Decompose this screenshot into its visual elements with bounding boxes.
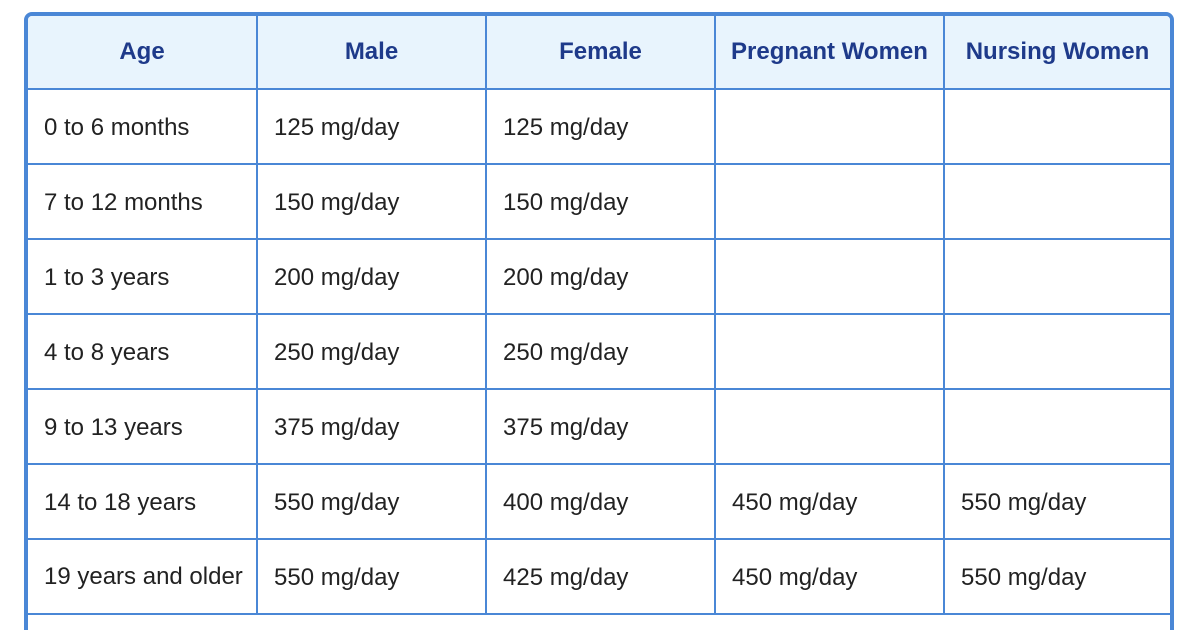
cell-male: 550 mg/day xyxy=(256,463,487,540)
cell-female: 425 mg/day xyxy=(485,538,716,615)
table-row: 0 to 6 months 125 mg/day 125 mg/day xyxy=(28,88,1170,165)
cell-nursing xyxy=(943,238,1170,315)
cell-male: 125 mg/day xyxy=(256,88,487,165)
cell-male: 150 mg/day xyxy=(256,163,487,240)
cell-female: 200 mg/day xyxy=(485,238,716,315)
table-row: 1 to 3 years 200 mg/day 200 mg/day xyxy=(28,238,1170,315)
cell-age: 14 to 18 years xyxy=(28,463,258,540)
intake-table: Age Male Female Pregnant Women Nursing W… xyxy=(28,16,1170,615)
cell-pregnant xyxy=(714,313,945,390)
cell-male: 200 mg/day xyxy=(256,238,487,315)
header-nursing-women: Nursing Women xyxy=(943,16,1170,90)
cell-pregnant xyxy=(714,163,945,240)
cell-female: 150 mg/day xyxy=(485,163,716,240)
cell-male: 550 mg/day xyxy=(256,538,487,615)
cell-female: 125 mg/day xyxy=(485,88,716,165)
table-row: 9 to 13 years 375 mg/day 375 mg/day xyxy=(28,388,1170,465)
header-pregnant-women: Pregnant Women xyxy=(714,16,945,90)
cell-pregnant: 450 mg/day xyxy=(714,463,945,540)
cell-pregnant xyxy=(714,238,945,315)
table-row: 4 to 8 years 250 mg/day 250 mg/day xyxy=(28,313,1170,390)
cell-age: 1 to 3 years xyxy=(28,238,258,315)
cell-female: 250 mg/day xyxy=(485,313,716,390)
cell-age: 0 to 6 months xyxy=(28,88,258,165)
cell-nursing: 550 mg/day xyxy=(943,538,1170,615)
table-row: 19 years and older 550 mg/day 425 mg/day… xyxy=(28,538,1170,615)
cell-nursing xyxy=(943,388,1170,465)
header-male: Male xyxy=(256,16,487,90)
cell-age: 4 to 8 years xyxy=(28,313,258,390)
header-age: Age xyxy=(28,16,258,90)
cell-age: 7 to 12 months xyxy=(28,163,258,240)
cell-male: 250 mg/day xyxy=(256,313,487,390)
intake-table-frame: Age Male Female Pregnant Women Nursing W… xyxy=(24,12,1174,630)
table-header-row: Age Male Female Pregnant Women Nursing W… xyxy=(28,16,1170,90)
cell-nursing xyxy=(943,313,1170,390)
cell-age: 19 years and older xyxy=(28,538,258,615)
cell-female: 400 mg/day xyxy=(485,463,716,540)
cell-pregnant xyxy=(714,88,945,165)
cell-female: 375 mg/day xyxy=(485,388,716,465)
cell-nursing xyxy=(943,88,1170,165)
cell-age: 9 to 13 years xyxy=(28,388,258,465)
cell-nursing: 550 mg/day xyxy=(943,463,1170,540)
cell-nursing xyxy=(943,163,1170,240)
cell-male: 375 mg/day xyxy=(256,388,487,465)
table-row: 7 to 12 months 150 mg/day 150 mg/day xyxy=(28,163,1170,240)
header-female: Female xyxy=(485,16,716,90)
cell-pregnant: 450 mg/day xyxy=(714,538,945,615)
table-row: 14 to 18 years 550 mg/day 400 mg/day 450… xyxy=(28,463,1170,540)
cell-pregnant xyxy=(714,388,945,465)
